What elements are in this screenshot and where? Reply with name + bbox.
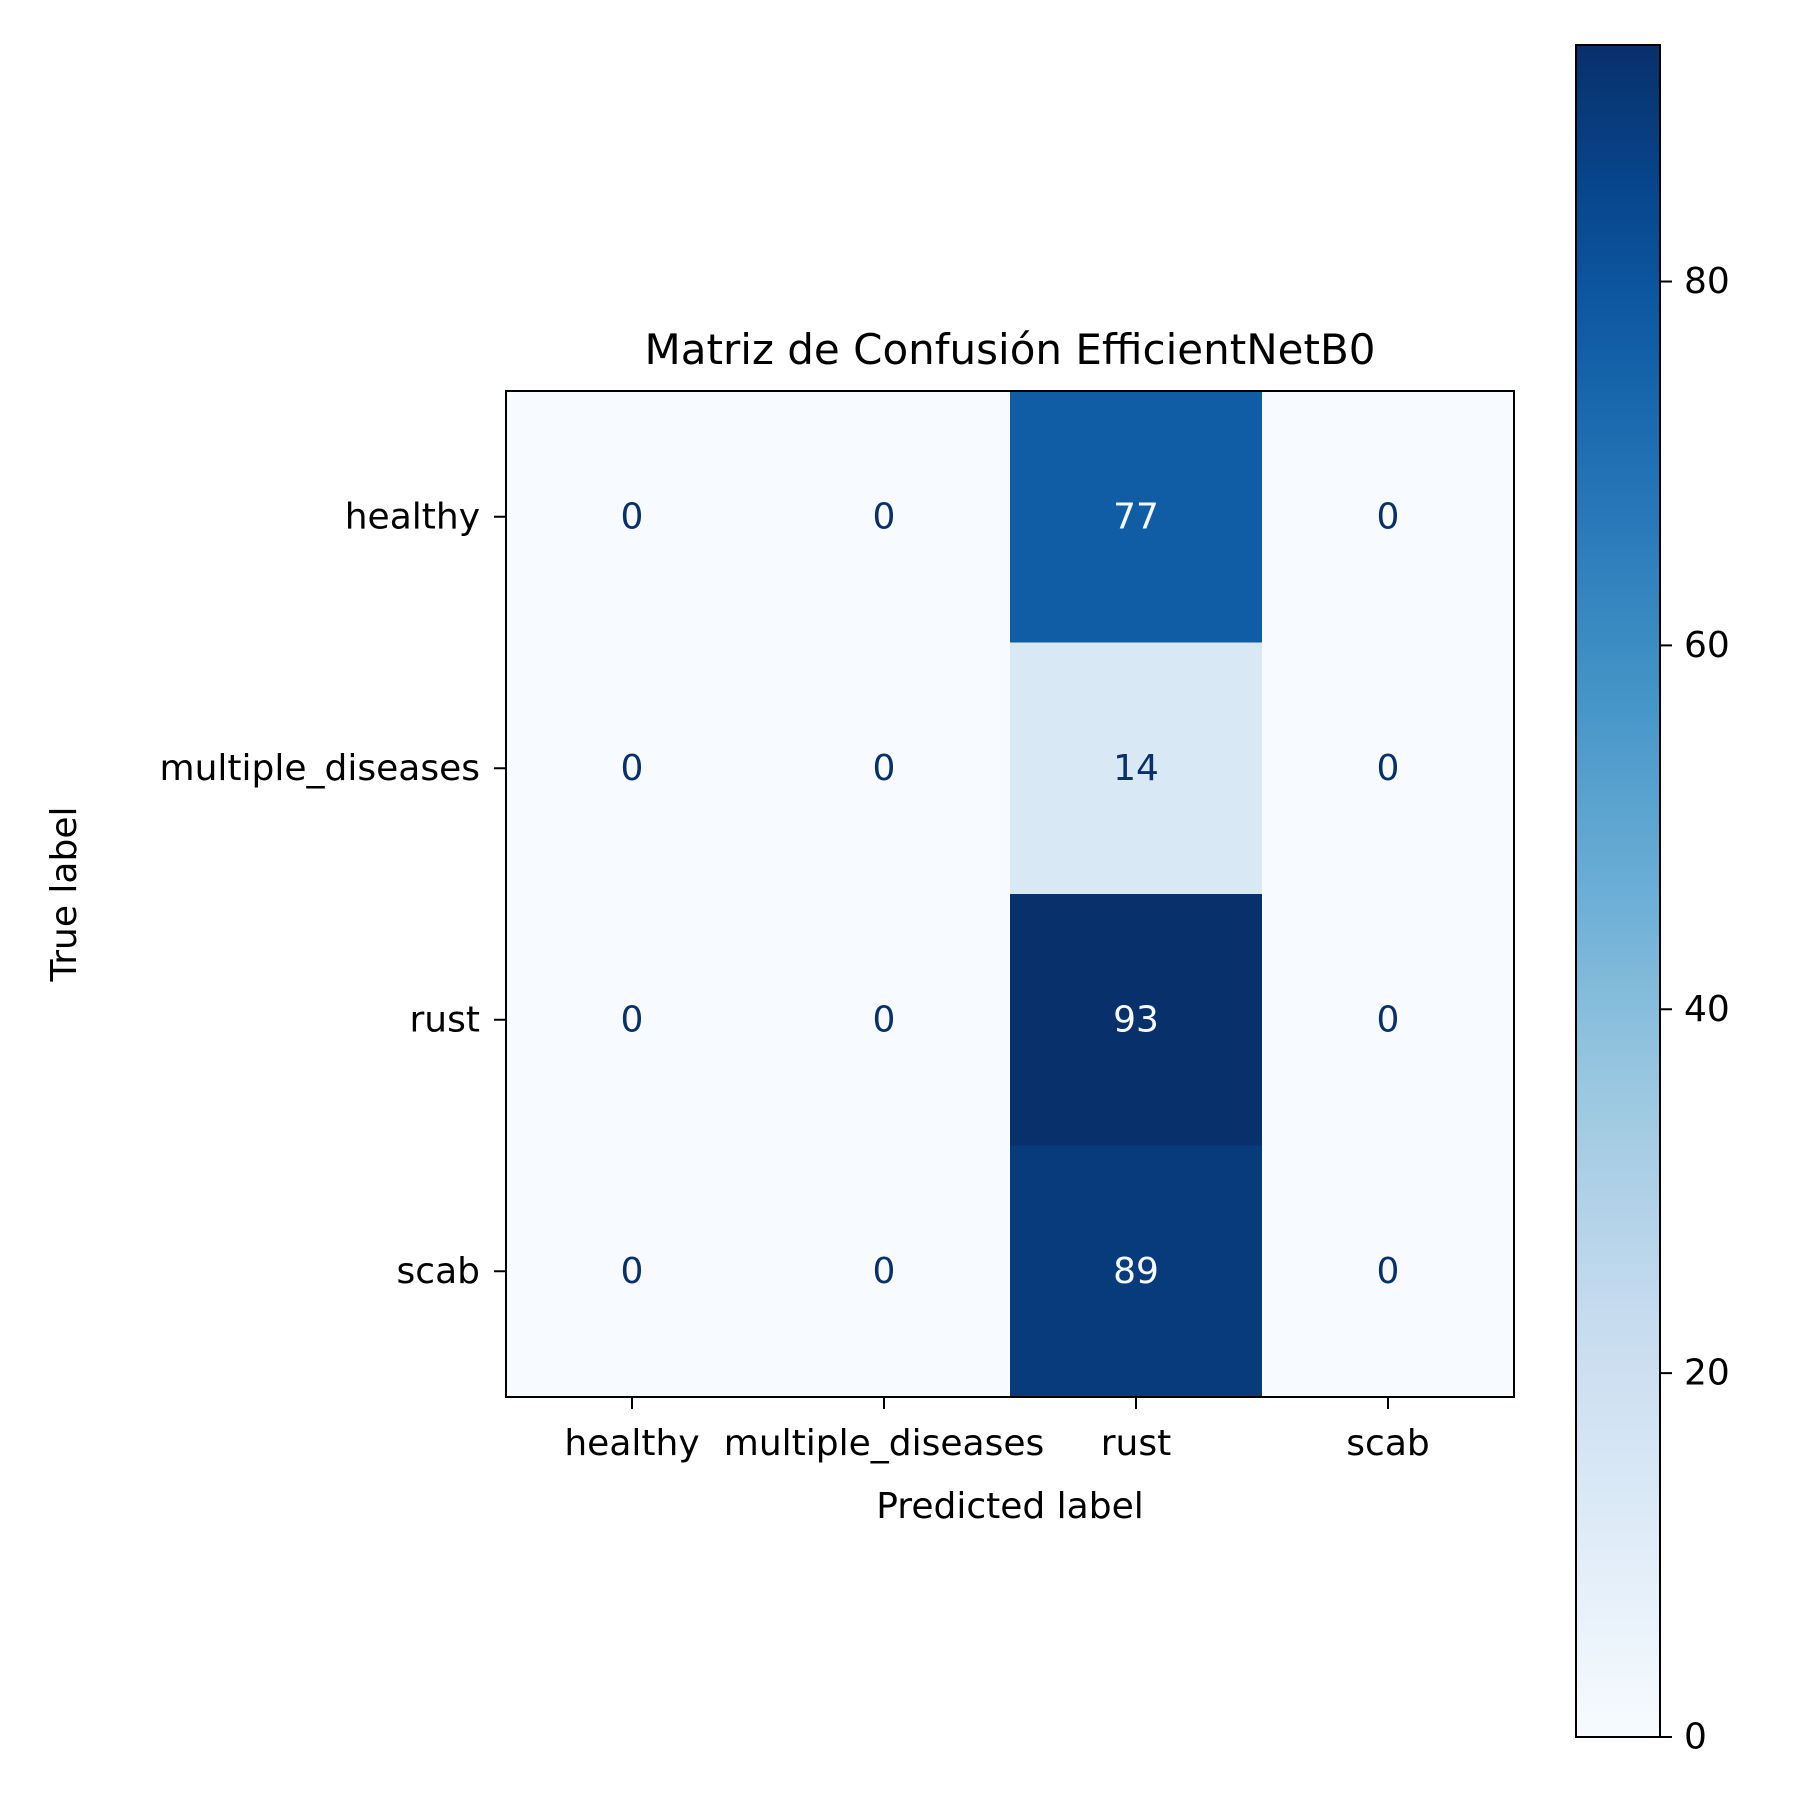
colorbar-tick-label: 60 <box>1684 625 1730 666</box>
colorbar-tick-label: 40 <box>1684 989 1730 1030</box>
x-tick-label-scab: scab <box>1346 1423 1429 1464</box>
x-tick-label-multiple_diseases: multiple_diseases <box>724 1423 1044 1464</box>
heatmap-cell-healthy-multiple_diseases <box>758 391 1011 643</box>
cell-value-label: 93 <box>1113 999 1159 1040</box>
cell-value-label: 0 <box>873 1251 896 1292</box>
cell-value-label: 0 <box>621 1251 644 1292</box>
cell-value-label: 0 <box>873 748 896 789</box>
heatmap-cell-labels: 0 0 77 0 0 0 14 0 0 0 93 0 0 0 89 0 <box>621 496 1400 1292</box>
heatmap-cell-rust-rust <box>1010 894 1263 1146</box>
cell-value-label: 0 <box>621 496 644 537</box>
colorbar-tick-label: 20 <box>1684 1353 1730 1394</box>
cell-value-label: 77 <box>1113 496 1159 537</box>
heatmap-cell-rust-scab <box>1262 894 1515 1146</box>
heatmap-cell-scab-healthy <box>506 1145 759 1398</box>
heatmap-cell-multiple_diseases-healthy <box>506 642 759 895</box>
y-tick-label-rust: rust <box>410 999 481 1040</box>
heatmap-cell-healthy-healthy <box>506 391 759 643</box>
heatmap-cell-scab-rust <box>1010 1145 1263 1398</box>
colorbar-frame <box>1575 44 1661 1738</box>
plot-frame <box>505 390 1515 1398</box>
heatmap-cell-healthy-rust <box>1010 391 1263 643</box>
cell-value-label: 14 <box>1113 748 1159 789</box>
x-axis-label: Predicted label <box>876 1486 1144 1527</box>
heatmap-cell-multiple_diseases-rust <box>1010 642 1263 895</box>
cell-value-label: 0 <box>1377 748 1400 789</box>
cell-value-label: 89 <box>1113 1251 1159 1292</box>
cell-value-label: 0 <box>873 999 896 1040</box>
cell-value-label: 0 <box>1377 496 1400 537</box>
chart-title: Matriz de Confusión EfficientNetB0 <box>645 325 1376 374</box>
heatmap-cell-healthy-scab <box>1262 391 1515 643</box>
colorbar: 0 20 40 60 80 <box>1575 44 1730 1758</box>
cell-value-label: 0 <box>621 999 644 1040</box>
cell-value-label: 0 <box>621 748 644 789</box>
heatmap-cell-scab-scab <box>1262 1145 1515 1398</box>
x-tick-label-rust: rust <box>1101 1423 1172 1464</box>
x-axis: healthy multiple_diseases rust scab <box>564 1397 1430 1464</box>
heatmap-cell-rust-healthy <box>506 894 759 1146</box>
y-tick-label-multiple_diseases: multiple_diseases <box>160 748 480 789</box>
heatmap-cell-multiple_diseases-scab <box>1262 642 1515 895</box>
x-tick-label-healthy: healthy <box>564 1423 699 1464</box>
colorbar-tick-label: 0 <box>1684 1717 1707 1758</box>
heatmap-cell-scab-multiple_diseases <box>758 1145 1011 1398</box>
cell-value-label: 0 <box>1377 1251 1400 1292</box>
cell-value-label: 0 <box>1377 999 1400 1040</box>
y-tick-label-healthy: healthy <box>345 496 480 537</box>
colorbar-gradient <box>1576 45 1660 1737</box>
heatmap-cell-rust-multiple_diseases <box>758 894 1011 1146</box>
y-tick-label-scab: scab <box>397 1251 480 1292</box>
y-axis-label: True label <box>44 807 85 983</box>
colorbar-tick-label: 80 <box>1684 261 1730 302</box>
heatmap-cells <box>506 391 1515 1398</box>
cell-value-label: 0 <box>873 496 896 537</box>
heatmap-cell-multiple_diseases-multiple_diseases <box>758 642 1011 895</box>
